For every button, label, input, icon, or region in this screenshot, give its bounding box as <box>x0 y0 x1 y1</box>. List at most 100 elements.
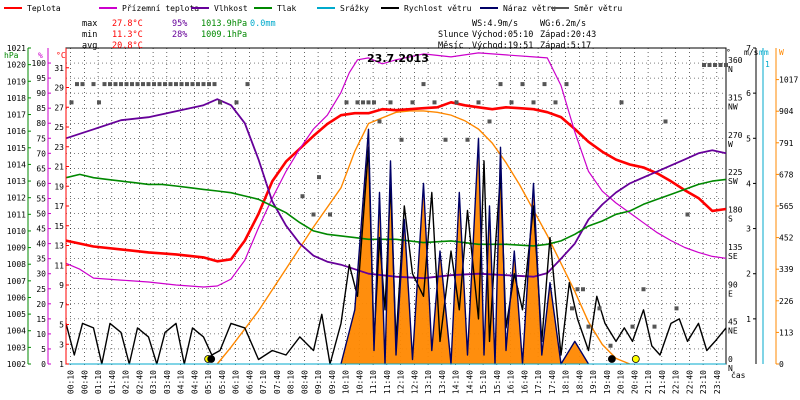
pressure-tick-label: 1015 <box>7 144 26 153</box>
wind-direction-point <box>663 119 668 124</box>
temperature-tick-label: 5 <box>59 321 64 330</box>
moonset-marker <box>207 355 216 363</box>
humidity-tick-label: 35 <box>36 255 46 264</box>
time-tick-label: 13:40 <box>438 370 447 394</box>
plot-area <box>65 47 727 365</box>
wind-direction-point <box>652 324 657 329</box>
moonset-time: Západ:5:17 <box>540 41 591 51</box>
pressure-tick-label: 1002 <box>7 360 26 369</box>
radiation-tick-label: 339 <box>779 265 794 274</box>
time-tick-label: 04:10 <box>177 370 186 394</box>
humidity-tick-label: 60 <box>36 179 46 188</box>
time-tick-label: 16:10 <box>507 370 516 394</box>
time-tick-label: 08:10 <box>287 370 296 394</box>
wind-dir-tick-sub: SW <box>728 177 738 186</box>
time-tick-label: 05:10 <box>204 370 213 394</box>
humidity-tick-label: 30 <box>36 270 46 279</box>
humidity-tick-label: 75 <box>36 134 46 143</box>
pressure-tick-label: 1013 <box>7 177 26 186</box>
time-tick-label: 16:40 <box>520 370 529 394</box>
pressure-tick-label: 1005 <box>7 310 26 319</box>
wind-direction-point <box>124 82 129 87</box>
wind-dir-tick-sub: W <box>728 140 733 149</box>
sunset-marker <box>631 355 640 363</box>
wind-dir-tick-sub: NW <box>728 102 738 111</box>
time-tick-label: 03:40 <box>163 370 172 394</box>
pressure-tick-label: 1004 <box>7 327 26 336</box>
pressure-tick-label: 1012 <box>7 194 26 203</box>
wind-direction-point <box>218 100 222 105</box>
stat-max: 1013.9hPa <box>201 19 247 29</box>
humidity-tick-label: 90 <box>36 89 46 98</box>
wind-direction-point <box>300 194 305 199</box>
series-tlak <box>65 173 727 247</box>
humidity-tick-label: 50 <box>36 210 46 219</box>
wind-direction-point <box>152 82 156 87</box>
wind-direction-point <box>146 82 151 87</box>
humidity-tick-label: 45 <box>36 225 46 234</box>
wind-dir-tick-label: 135 <box>728 243 743 252</box>
stat-avg: avg <box>82 41 97 51</box>
humidity-tick-label: 95 <box>36 74 46 83</box>
wind-direction-point <box>190 82 195 87</box>
wind-direction-point <box>570 306 574 311</box>
wind-direction-point <box>311 212 316 217</box>
pressure-tick-label: 1016 <box>7 127 26 136</box>
wind-direction-point <box>619 100 624 105</box>
rain-tick-label: 1 <box>765 60 770 69</box>
pressure-tick-label: 1011 <box>7 210 26 219</box>
wind-direction-point <box>75 82 79 87</box>
time-tick-label: 20:10 <box>617 370 626 394</box>
time-tick-label: 14:10 <box>452 370 461 394</box>
humidity-tick-label: 65 <box>36 164 46 173</box>
pressure-tick-label: 1017 <box>7 111 26 120</box>
time-tick-label: 19:40 <box>603 370 612 394</box>
legend-label: Srážky <box>340 4 369 13</box>
radiation-line <box>216 110 631 365</box>
time-tick-label: 10:10 <box>342 370 351 394</box>
temperature-tick-label: 23 <box>54 143 64 152</box>
wind-dir-tick-label: 315 <box>728 93 743 102</box>
wind-direction-point <box>328 212 332 217</box>
wind-speed-tick-label: 1 <box>746 315 751 324</box>
chart-title: 23.7.2013 <box>367 52 429 65</box>
wind-direction-point <box>201 82 206 87</box>
time-tick-label: 02:40 <box>135 370 144 394</box>
legend-label: Vlhkost <box>214 4 248 13</box>
temperature-tick-label: 29 <box>54 84 64 93</box>
wind-dir-tick-label: 90 <box>728 280 738 289</box>
wind-direction-point <box>141 82 145 87</box>
stat-max: 27.8°C <box>112 19 143 29</box>
pressure-tick-label: 1019 <box>7 77 26 86</box>
time-tick-label: 17:10 <box>534 370 543 394</box>
time-tick-label: 20:40 <box>630 370 639 394</box>
humidity-tick-label: 10 <box>36 330 46 339</box>
temperature-tick-label: 1 <box>59 360 64 369</box>
time-tick-label: 19:10 <box>589 370 598 394</box>
wind-direction-point <box>487 119 492 124</box>
radiation-tick-label: 113 <box>779 328 794 337</box>
temperature-tick-label: 19 <box>54 182 64 191</box>
wind-direction-point <box>80 82 85 87</box>
humidity-tick-label: 80 <box>36 119 46 128</box>
pressure-tick-label: 1021 <box>7 44 26 53</box>
radiation-tick-label: 565 <box>779 202 794 211</box>
radiation-unit: W <box>779 48 784 57</box>
time-tick-label: 03:10 <box>149 370 158 394</box>
wind-dir-tick-label: 360 <box>728 56 743 65</box>
x-axis-label: čas <box>731 370 746 380</box>
wind-direction-point <box>498 82 503 87</box>
humidity-tick-label: 100 <box>32 59 47 68</box>
temperature-tick-label: 11 <box>54 261 64 270</box>
wind-direction-point <box>91 82 96 87</box>
temperature-tick-label: 27 <box>54 103 64 112</box>
wind-direction-point <box>361 100 365 105</box>
time-tick-label: 07:10 <box>259 370 268 394</box>
time-tick-label: 06:40 <box>245 370 254 394</box>
wind-direction-point <box>135 82 140 87</box>
wind-dir-tick-sub: N <box>728 364 733 373</box>
wind-direction-point <box>234 100 239 105</box>
wind-dir-tick-label: 225 <box>728 168 743 177</box>
